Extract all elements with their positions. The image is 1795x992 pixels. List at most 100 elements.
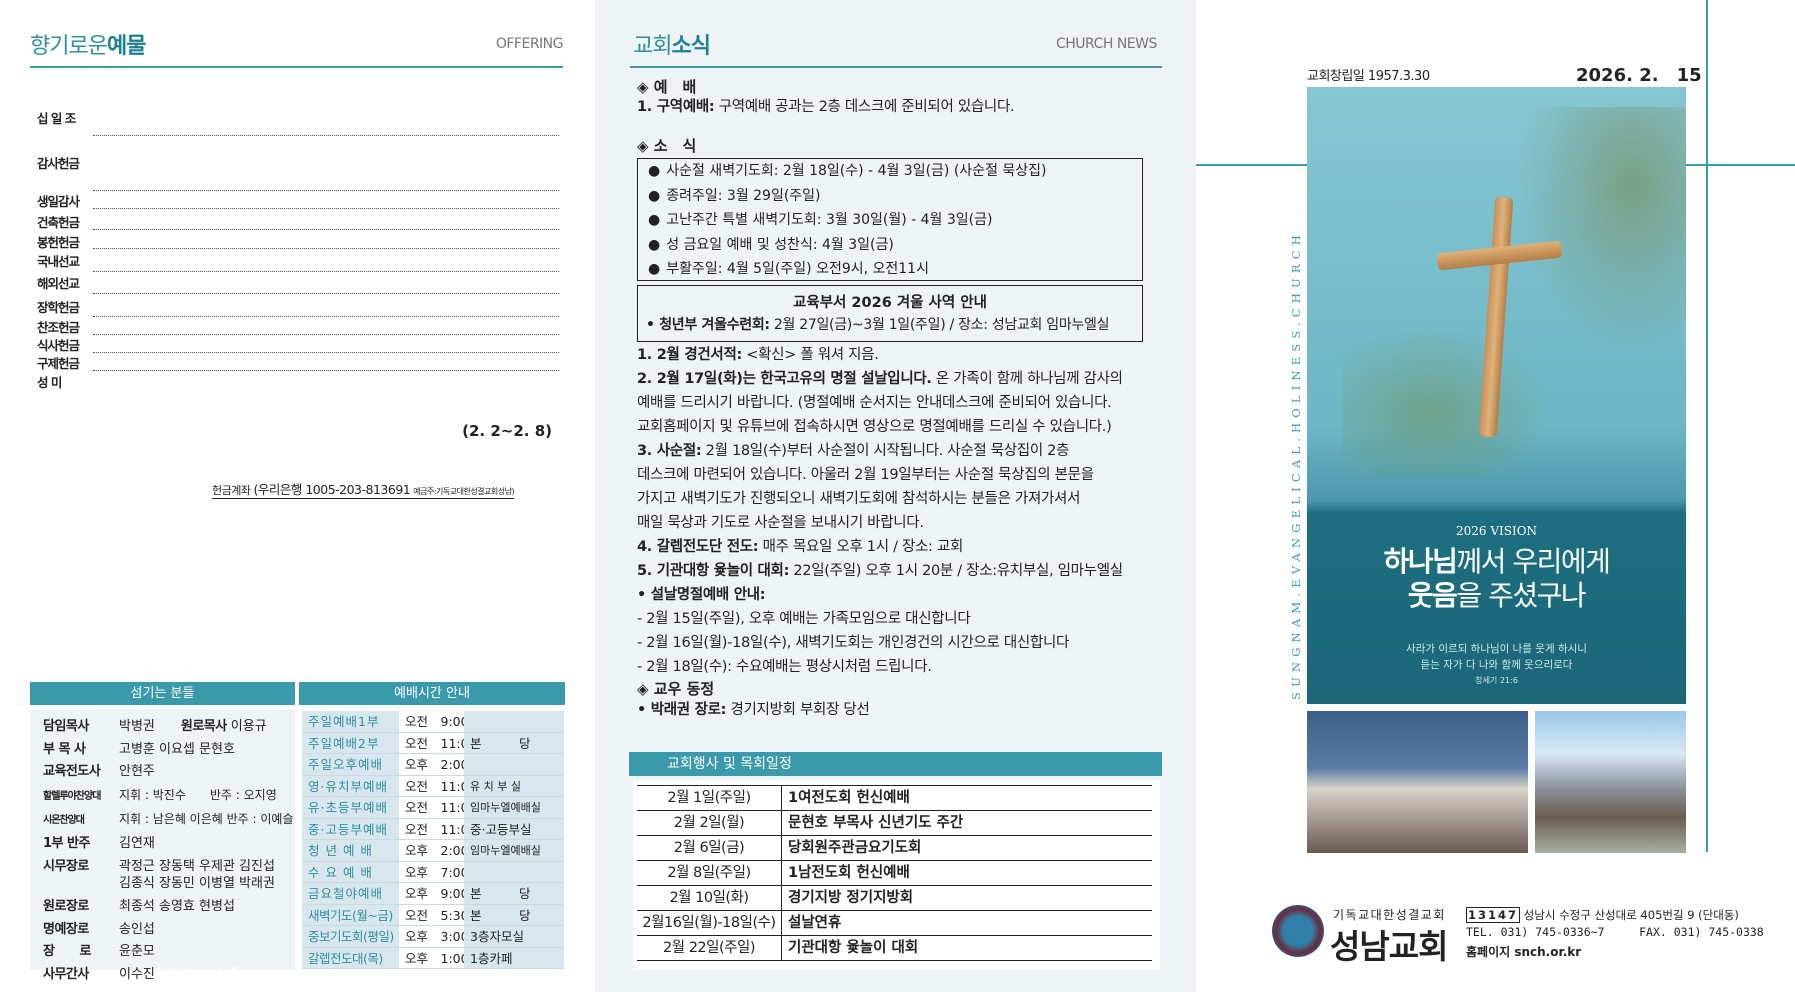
service-place	[464, 861, 542, 882]
bullet-icon: ●	[648, 187, 661, 204]
divider	[630, 66, 1162, 68]
event-date: 2월 22일(주일)	[637, 936, 782, 960]
event-date: 2월 8일(주일)	[637, 861, 782, 885]
event-name: 1여전도회 헌신예배	[788, 790, 910, 806]
staff-names: 안현주	[119, 764, 155, 779]
service-name: 새벽기도(월~금)	[302, 904, 399, 925]
event-date: 2월16일(월)-18일(수)	[637, 911, 782, 935]
homepage-link[interactable]: 홈페이지 snch.or.kr	[1466, 945, 1582, 959]
news-line: - 2월 18일(수): 수요예배는 평상시처럼 드립니다.	[637, 659, 932, 675]
offering-label: 성 미	[37, 375, 62, 390]
dotted-line	[93, 135, 559, 136]
event-row: 2월 6일(금) 당회원주관금요기도회	[637, 836, 1152, 861]
offering-account: 헌금계좌 (우리은행 1005-203-813691 예금주:기독교대한성결교회…	[212, 479, 515, 499]
lent-item: ● 종려주일: 3월 29일(주일)	[648, 187, 821, 204]
dotted-line	[93, 316, 559, 317]
offering-panel: 향기로운예물 OFFERING 십 일 조 감사헌금 생일감사 건축헌금 봉헌헌금 국내선…	[0, 0, 595, 992]
staff-names: 김연재	[119, 835, 155, 851]
guide-line	[1706, 0, 1708, 852]
event-name: 당회원주관금요기도회	[788, 840, 922, 856]
offering-label: 십 일 조	[37, 111, 76, 126]
leaves-decoration	[1342, 317, 1562, 477]
schedule-header: 예배시간 안내	[299, 682, 565, 705]
education-box: 교육부서 2026 겨울 사역 안내 • 청년부 겨울수련회: 2월 27일(금…	[637, 285, 1143, 342]
event-date: 2월 10일(화)	[637, 886, 782, 910]
event-name: 문현호 부목사 신년기도 주간	[788, 815, 964, 831]
event-date: 2월 1일(주일)	[637, 786, 782, 810]
staff-list: 담임목사 박병권 원로목사 이용규 부 목 사 고병훈 이요셉 문현호 교육전도사 안현주 할렐…	[30, 710, 295, 982]
offering-label: 장학헌금	[37, 300, 80, 315]
staff-row: 1부 반주 김연재	[43, 833, 295, 856]
event-row: 2월 2일(월) 문현호 부목사 신년기도 주간	[637, 811, 1152, 836]
staff-names-faded: 회관리 이종섭	[154, 966, 253, 982]
offering-label: 국내선교	[37, 254, 80, 269]
vision-label: 2026 VISION	[1455, 524, 1538, 538]
staff-row: 장 로 윤춘모	[43, 941, 295, 964]
schedule-row: 주일예배2부 오전 11:00 본 당	[302, 732, 564, 754]
choir-photo	[1307, 711, 1528, 853]
guide-line	[1686, 164, 1795, 166]
staff-row: 원로장로 최종석 송영효 현병섭	[43, 896, 295, 919]
offering-subtitle: OFFERING	[495, 36, 564, 52]
staff-header: 섬기는 분들	[30, 682, 295, 705]
education-title: 교육부서 2026 겨울 사역 안내	[793, 295, 987, 311]
schedule-row: 수 요 예 배 오후 7:00	[302, 861, 564, 883]
news-line: - 2월 15일(주일), 오후 예배는 가족모임으로 대신합니다	[637, 611, 971, 627]
service-time: 오후 9:00	[399, 883, 469, 904]
service-time: 오후 2:00	[399, 840, 469, 861]
members-item: • 박래권 장로: 경기지방회 부회장 당선	[637, 702, 870, 718]
service-place: 본 당	[464, 732, 542, 753]
schedule-row: 중·고등부예배 오전 11:00 중·고등부실	[302, 818, 564, 840]
staff-row: 교육전도사 안현주	[43, 761, 295, 784]
divider	[30, 66, 563, 68]
offering-label: 해외선교	[37, 276, 80, 291]
schedule-row: 새벽기도(월~금) 오전 5:30 본 당	[302, 904, 564, 926]
staff-row: 사무간사 이수진회관리 이종섭	[43, 964, 295, 987]
schedule-row: 영·유치부예배 오전 11:00 유 치 부 실	[302, 775, 564, 797]
staff-role: 담임목사	[43, 719, 89, 734]
news-line: 2. 2월 17일(화)는 한국고유의 명절 설날입니다. 온 가족이 함께 하…	[637, 371, 1123, 387]
members-heading: ◈ 교우 동정	[637, 680, 715, 698]
dotted-line	[93, 190, 559, 191]
schedule-row: 금요철야예배 오후 9:00 본 당	[302, 883, 564, 905]
staff-names: 이수진	[119, 966, 155, 982]
schedule-row: 청 년 예 배 오후 2:00 임마누엘예배실	[302, 840, 564, 862]
service-name: 유·초등부예배	[302, 797, 399, 818]
vision-title: 하나님께서 우리에게 웃음을 주셨구나	[1383, 545, 1611, 612]
service-name: 갈렙전도대(목)	[302, 947, 399, 968]
lent-item: ● 부활주일: 4월 5일(주일) 오전9시, 오전11시	[648, 261, 929, 277]
staff-names: 고병훈 이요셉 문현호	[119, 741, 235, 757]
service-time: 오전 9:00	[399, 711, 469, 732]
staff-names: 지휘 : 남은혜 이은혜 반주 : 이예슬	[119, 812, 294, 826]
staff-role: 명예장로	[43, 921, 89, 937]
staff-role: 1부 반주	[43, 835, 90, 851]
event-name: 경기지방 정기지방회	[788, 890, 914, 906]
service-place: 유 치 부 실	[464, 775, 542, 796]
education-item: • 청년부 겨울수련회: 2월 27일(금)~3월 1일(주일) / 장소: 성…	[646, 317, 1110, 333]
event-row: 2월 10일(화) 경기지방 정기지방회	[637, 886, 1152, 911]
service-name: 금요철야예배	[302, 883, 399, 904]
staff-row: 시온찬양대 지휘 : 남은혜 이은혜 반주 : 이예슬	[43, 808, 295, 833]
staff-row: 부 목 사 고병훈 이요셉 문현호	[43, 739, 295, 762]
staff-role: 장 로	[43, 944, 91, 959]
lent-box: ● 사순절 새벽기도회: 2월 18일(수) - 4월 3일(금) (사순절 묵상…	[637, 158, 1143, 281]
church-name: 성남교회	[1330, 927, 1448, 966]
event-row: 2월 22일(주일) 기관대항 윷놀이 대회	[637, 936, 1152, 961]
offering-label: 감사헌금	[37, 156, 80, 171]
offering-label: 생일감사	[37, 194, 80, 209]
service-time: 오전 11:00	[399, 797, 477, 818]
events-table: 2월 1일(주일) 1여전도회 헌신예배 2월 2일(월) 문현호 부목사 신년기도 …	[637, 785, 1152, 961]
service-name: 주일예배2부	[302, 732, 399, 753]
staff-role: 시온찬양대	[43, 815, 85, 826]
bullet-icon: ●	[648, 212, 661, 228]
offering-period: (2. 2~2. 8)	[462, 422, 552, 440]
service-place	[464, 711, 542, 732]
event-name: 1남전도회 헌신예배	[788, 865, 910, 881]
staff-row: 시무장로 곽정근 장동택 우제관 김진섭 김종식 장동민 이병열 박래권	[43, 858, 295, 892]
service-name: 주일예배1부	[302, 711, 399, 732]
dotted-line	[93, 293, 559, 294]
schedule-row: 갈렙전도대(목) 오후 1:00 1층카페	[302, 947, 564, 969]
staff-names: 곽정근 장동택 우제관 김진섭	[119, 859, 275, 874]
event-row: 2월 8일(주일) 1남전도회 헌신예배	[637, 861, 1152, 886]
staff-role: 원로목사	[180, 719, 227, 734]
